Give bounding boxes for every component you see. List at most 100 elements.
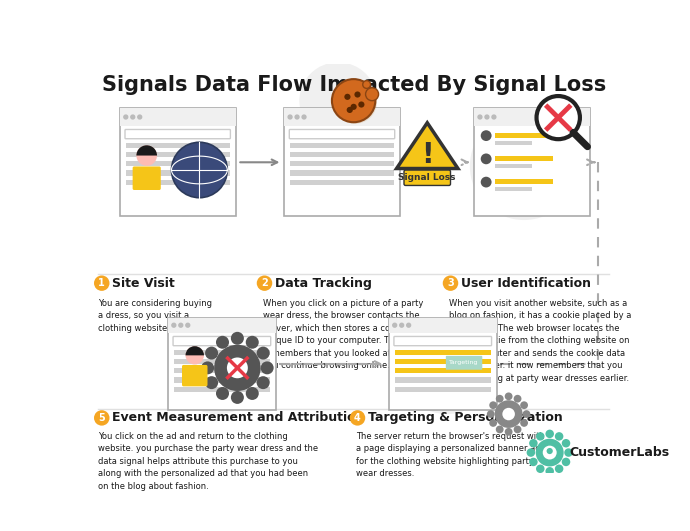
Bar	[290, 161, 394, 166]
Bar	[126, 142, 230, 148]
Circle shape	[246, 387, 259, 400]
Bar	[395, 349, 491, 355]
Text: 3: 3	[447, 278, 454, 288]
FancyBboxPatch shape	[474, 108, 590, 216]
Circle shape	[481, 153, 491, 164]
Circle shape	[257, 347, 270, 359]
Text: 5: 5	[99, 413, 105, 423]
Circle shape	[495, 400, 522, 428]
Circle shape	[94, 410, 110, 426]
Circle shape	[186, 323, 190, 327]
Circle shape	[546, 448, 553, 454]
Circle shape	[94, 276, 110, 291]
Circle shape	[537, 96, 580, 139]
Circle shape	[489, 401, 497, 409]
Circle shape	[216, 387, 229, 400]
Circle shape	[351, 104, 357, 110]
Bar	[126, 152, 230, 157]
Bar	[395, 359, 491, 364]
Circle shape	[205, 376, 218, 389]
Circle shape	[295, 115, 299, 119]
Text: Signal Loss: Signal Loss	[399, 173, 456, 182]
Circle shape	[172, 323, 176, 327]
Circle shape	[172, 142, 227, 198]
FancyBboxPatch shape	[446, 356, 482, 370]
Circle shape	[261, 362, 274, 374]
Wedge shape	[137, 145, 157, 156]
Text: The server return the browser's request with
a page displaying a personalized ba: The server return the browser's request …	[356, 432, 544, 478]
Circle shape	[536, 465, 544, 473]
Bar	[174, 377, 270, 383]
Bar	[284, 108, 400, 126]
Circle shape	[489, 419, 497, 427]
Wedge shape	[186, 346, 204, 355]
Circle shape	[257, 376, 270, 389]
Text: 4: 4	[354, 413, 361, 423]
Circle shape	[502, 408, 515, 421]
Circle shape	[363, 81, 371, 88]
Circle shape	[496, 425, 504, 433]
Circle shape	[231, 332, 244, 345]
Bar	[395, 377, 491, 383]
Circle shape	[535, 439, 564, 466]
Circle shape	[470, 112, 578, 220]
Circle shape	[137, 145, 157, 166]
Circle shape	[496, 395, 504, 402]
Text: 1: 1	[99, 278, 105, 288]
Text: CustomerLabs: CustomerLabs	[570, 446, 670, 459]
Bar	[174, 359, 270, 364]
Bar	[395, 387, 491, 392]
Bar	[174, 368, 270, 373]
Bar	[395, 368, 491, 373]
Circle shape	[179, 323, 183, 327]
Text: When you visit another website, such as a
blog on fashion, it has a cookie place: When you visit another website, such as …	[449, 298, 631, 382]
Circle shape	[526, 448, 535, 457]
FancyBboxPatch shape	[284, 108, 400, 216]
Bar	[126, 179, 230, 185]
Circle shape	[355, 91, 361, 98]
Circle shape	[227, 357, 248, 378]
Circle shape	[562, 439, 570, 448]
Circle shape	[478, 115, 482, 119]
Circle shape	[214, 345, 261, 391]
Circle shape	[302, 115, 306, 119]
Circle shape	[520, 401, 528, 409]
Circle shape	[487, 410, 495, 418]
Bar	[495, 164, 532, 168]
Circle shape	[135, 116, 236, 216]
Circle shape	[555, 432, 563, 441]
Circle shape	[366, 88, 379, 101]
Circle shape	[536, 432, 544, 441]
Circle shape	[358, 101, 364, 108]
FancyBboxPatch shape	[388, 318, 497, 410]
Circle shape	[131, 115, 135, 119]
Text: Data Tracking: Data Tracking	[275, 277, 371, 290]
Circle shape	[344, 94, 351, 100]
Bar	[174, 387, 270, 392]
Bar	[495, 156, 553, 161]
Text: You are considering buying
a dress, so you visit a
clothing website: You are considering buying a dress, so y…	[98, 298, 212, 332]
Bar	[495, 187, 532, 191]
Bar	[174, 349, 270, 355]
Circle shape	[492, 115, 496, 119]
Circle shape	[485, 115, 489, 119]
Circle shape	[545, 467, 554, 476]
Text: When you click on a picture of a party
wear dress, the browser contacts the
serv: When you click on a picture of a party w…	[263, 298, 436, 370]
Circle shape	[481, 177, 491, 187]
Circle shape	[205, 347, 218, 359]
Text: !: !	[421, 141, 433, 168]
Bar	[388, 318, 497, 332]
Circle shape	[299, 62, 377, 139]
Bar	[495, 141, 532, 145]
Circle shape	[529, 458, 538, 466]
FancyBboxPatch shape	[182, 365, 208, 387]
Circle shape	[231, 391, 244, 404]
FancyBboxPatch shape	[119, 108, 236, 216]
Circle shape	[513, 425, 522, 433]
Circle shape	[246, 336, 259, 349]
Bar	[168, 318, 276, 332]
Circle shape	[124, 115, 128, 119]
Bar	[495, 133, 553, 138]
Circle shape	[481, 130, 491, 141]
Circle shape	[400, 322, 493, 414]
